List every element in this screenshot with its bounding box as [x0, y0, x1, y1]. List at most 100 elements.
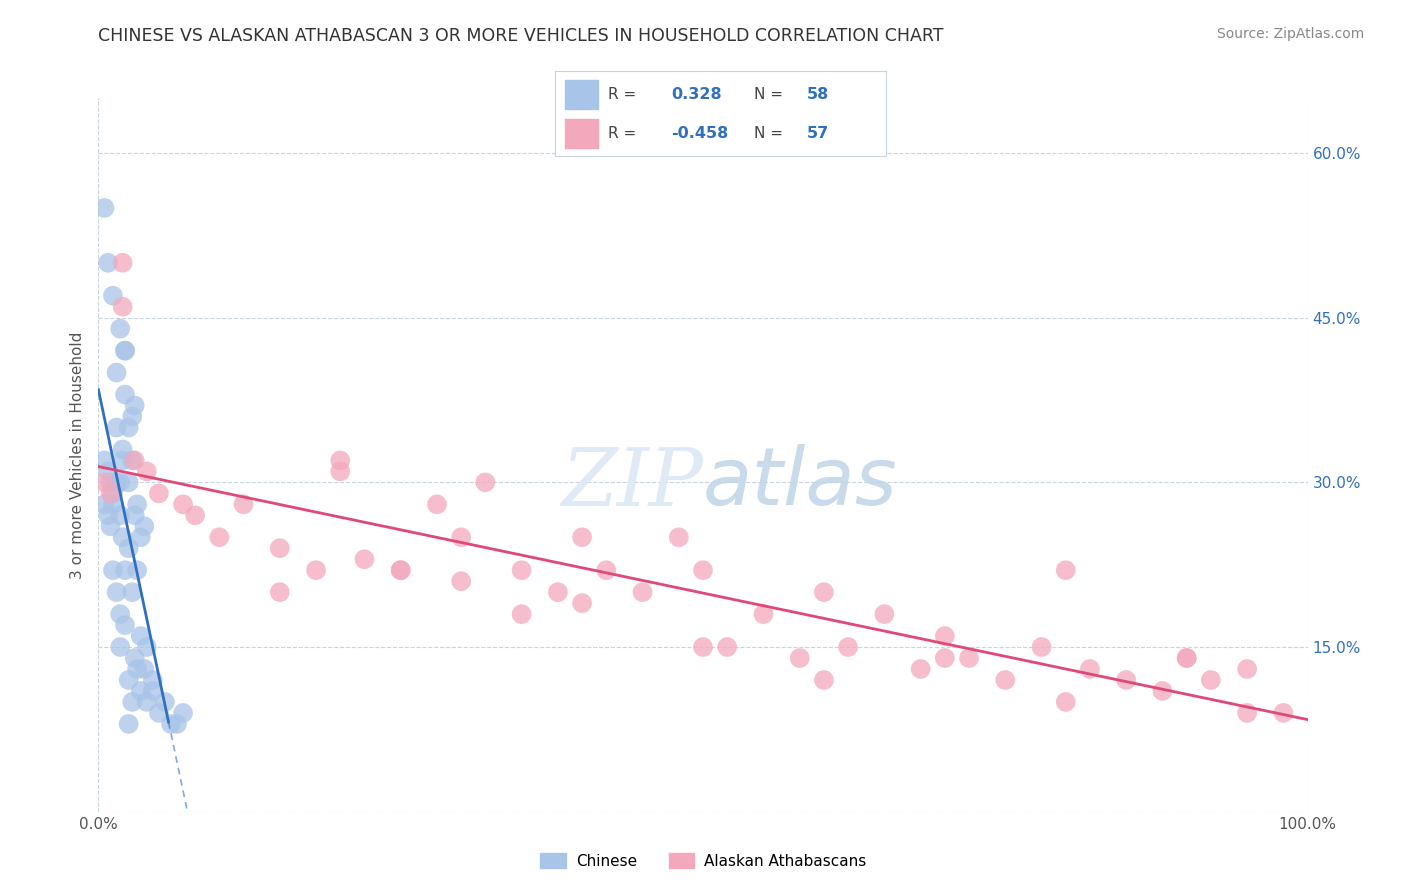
Point — [353, 552, 375, 566]
Point — [184, 508, 207, 523]
Point — [97, 256, 120, 270]
Point — [121, 585, 143, 599]
Point — [124, 508, 146, 523]
Point — [135, 640, 157, 654]
Point — [134, 519, 156, 533]
Point — [100, 486, 122, 500]
Point — [329, 453, 352, 467]
Point — [101, 563, 124, 577]
Point — [129, 629, 152, 643]
Point — [108, 475, 131, 490]
Point — [716, 640, 738, 654]
Point — [510, 607, 533, 621]
Point — [114, 618, 136, 632]
Point — [474, 475, 496, 490]
Text: atlas: atlas — [703, 444, 898, 523]
Text: R =: R = — [609, 126, 637, 141]
Bar — [565, 119, 599, 147]
Point — [142, 673, 165, 687]
Point — [127, 497, 149, 511]
Point — [93, 453, 115, 467]
Point — [114, 563, 136, 577]
Point — [114, 387, 136, 401]
Point — [172, 497, 194, 511]
Point — [111, 256, 134, 270]
Point — [111, 530, 134, 544]
Point — [1272, 706, 1295, 720]
Text: 58: 58 — [807, 87, 828, 102]
Point — [105, 366, 128, 380]
Point — [93, 475, 115, 490]
Text: N =: N = — [754, 126, 783, 141]
Point — [166, 717, 188, 731]
Point — [752, 607, 775, 621]
Point — [121, 695, 143, 709]
Text: 57: 57 — [807, 126, 828, 141]
Point — [1054, 695, 1077, 709]
Point — [934, 651, 956, 665]
Point — [1115, 673, 1137, 687]
Point — [692, 640, 714, 654]
Point — [329, 464, 352, 478]
Point — [1031, 640, 1053, 654]
Point — [571, 596, 593, 610]
Point — [1175, 651, 1198, 665]
Point — [1054, 563, 1077, 577]
Point — [1078, 662, 1101, 676]
Point — [148, 486, 170, 500]
Point — [124, 399, 146, 413]
Point — [127, 563, 149, 577]
Point — [97, 464, 120, 478]
Point — [510, 563, 533, 577]
Point — [1152, 684, 1174, 698]
Y-axis label: 3 or more Vehicles in Household: 3 or more Vehicles in Household — [70, 331, 86, 579]
Point — [547, 585, 569, 599]
Point — [389, 563, 412, 577]
Point — [692, 563, 714, 577]
Point — [100, 475, 122, 490]
Point — [172, 706, 194, 720]
Legend: Chinese, Alaskan Athabascans: Chinese, Alaskan Athabascans — [533, 846, 873, 875]
Point — [837, 640, 859, 654]
Text: ZIP: ZIP — [561, 445, 703, 522]
Point — [269, 585, 291, 599]
Point — [668, 530, 690, 544]
Text: 0.328: 0.328 — [671, 87, 721, 102]
Point — [118, 420, 141, 434]
Point — [426, 497, 449, 511]
Point — [595, 563, 617, 577]
Point — [101, 497, 124, 511]
Point — [118, 541, 141, 556]
Point — [101, 486, 124, 500]
Point — [910, 662, 932, 676]
Point — [450, 530, 472, 544]
Point — [111, 453, 134, 467]
Point — [142, 684, 165, 698]
Point — [127, 662, 149, 676]
Point — [105, 475, 128, 490]
Point — [129, 684, 152, 698]
Point — [450, 574, 472, 589]
Point — [934, 629, 956, 643]
Point — [389, 563, 412, 577]
Point — [135, 464, 157, 478]
Point — [118, 475, 141, 490]
Bar — [565, 80, 599, 109]
Point — [135, 695, 157, 709]
Point — [134, 662, 156, 676]
Point — [957, 651, 980, 665]
Point — [105, 585, 128, 599]
Text: N =: N = — [754, 87, 783, 102]
Point — [269, 541, 291, 556]
Point — [93, 497, 115, 511]
Point — [1175, 651, 1198, 665]
Point — [305, 563, 328, 577]
Point — [153, 695, 176, 709]
Point — [160, 717, 183, 731]
Point — [97, 508, 120, 523]
Point — [108, 321, 131, 335]
Point — [124, 651, 146, 665]
Point — [873, 607, 896, 621]
Point — [631, 585, 654, 599]
Point — [101, 289, 124, 303]
